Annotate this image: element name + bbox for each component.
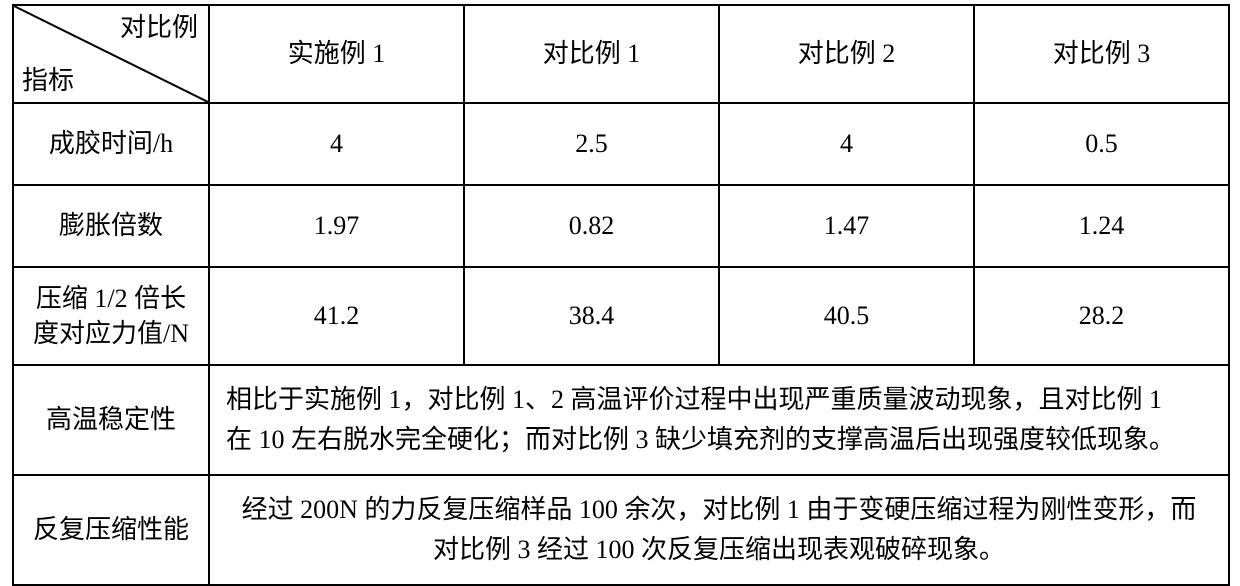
row-label: 成胶时间/h <box>13 103 209 185</box>
row-label-line: 压缩 1/2 倍长 <box>20 281 202 316</box>
col-header-1: 实施例 1 <box>209 5 464 103</box>
row-label: 膨胀倍数 <box>13 185 209 267</box>
row-label: 反复压缩性能 <box>13 475 209 585</box>
span-line: 相比于实施例 1，对比例 1、2 高温评价过程中出现严重质量波动现象，且对比例 … <box>226 380 1212 420</box>
cell: 2.5 <box>464 103 719 185</box>
row-label: 高温稳定性 <box>13 365 209 475</box>
cell: 40.5 <box>719 267 974 365</box>
diagonal-header-cell: 对比例 指标 <box>13 5 209 103</box>
comparison-table: 对比例 指标 实施例 1 对比例 1 对比例 2 对比例 3 成胶时间/h 4 … <box>12 4 1230 586</box>
span-line: 对比例 3 经过 100 次反复压缩出现表观破碎现象。 <box>226 530 1212 570</box>
cell: 0.5 <box>974 103 1229 185</box>
span-cell: 经过 200N 的力反复压缩样品 100 余次，对比例 1 由于变硬压缩过程为刚… <box>209 475 1229 585</box>
cell: 41.2 <box>209 267 464 365</box>
diag-bottom-label: 指标 <box>22 63 74 98</box>
table-row: 压缩 1/2 倍长 度对应力值/N 41.2 38.4 40.5 28.2 <box>13 267 1229 365</box>
cell: 0.82 <box>464 185 719 267</box>
cell: 38.4 <box>464 267 719 365</box>
span-line: 在 10 左右脱水完全硬化；而对比例 3 缺少填充剂的支撑高温后出现强度较低现象… <box>226 420 1212 460</box>
col-header-2: 对比例 1 <box>464 5 719 103</box>
table-row: 高温稳定性 相比于实施例 1，对比例 1、2 高温评价过程中出现严重质量波动现象… <box>13 365 1229 475</box>
col-header-3: 对比例 2 <box>719 5 974 103</box>
table-row: 成胶时间/h 4 2.5 4 0.5 <box>13 103 1229 185</box>
table-row: 反复压缩性能 经过 200N 的力反复压缩样品 100 余次，对比例 1 由于变… <box>13 475 1229 585</box>
row-label: 压缩 1/2 倍长 度对应力值/N <box>13 267 209 365</box>
span-cell: 相比于实施例 1，对比例 1、2 高温评价过程中出现严重质量波动现象，且对比例 … <box>209 365 1229 475</box>
span-line: 经过 200N 的力反复压缩样品 100 余次，对比例 1 由于变硬压缩过程为刚… <box>226 490 1212 530</box>
table-header-row: 对比例 指标 实施例 1 对比例 1 对比例 2 对比例 3 <box>13 5 1229 103</box>
row-label-line: 度对应力值/N <box>20 316 202 351</box>
diag-top-label: 对比例 <box>120 10 198 45</box>
cell: 1.97 <box>209 185 464 267</box>
cell: 1.24 <box>974 185 1229 267</box>
cell: 4 <box>209 103 464 185</box>
cell: 1.47 <box>719 185 974 267</box>
cell: 28.2 <box>974 267 1229 365</box>
col-header-4: 对比例 3 <box>974 5 1229 103</box>
cell: 4 <box>719 103 974 185</box>
table-row: 膨胀倍数 1.97 0.82 1.47 1.24 <box>13 185 1229 267</box>
